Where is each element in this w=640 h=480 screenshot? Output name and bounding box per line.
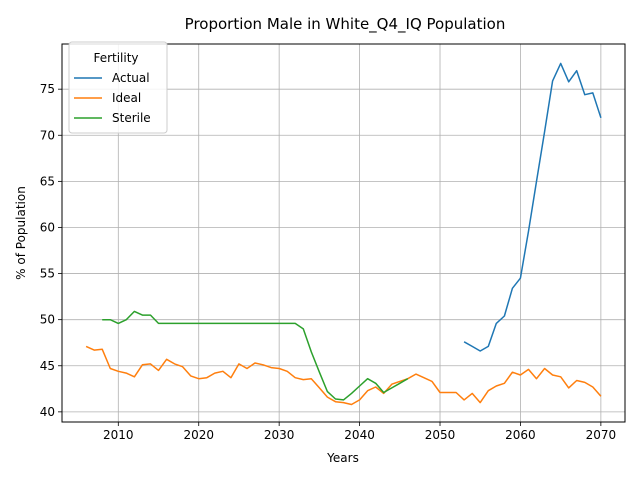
series-line-actual (463, 62, 602, 352)
y-tick-label: 70 (40, 128, 55, 142)
legend-title: Fertility (93, 51, 138, 65)
y-tick-label: 60 (40, 220, 55, 234)
legend: Fertility Actual Ideal Sterile (68, 41, 168, 134)
legend-label-ideal: Ideal (112, 91, 141, 105)
x-tick-label: 2060 (505, 428, 536, 442)
plot-frame (61, 43, 626, 423)
series-line-ideal (85, 345, 602, 406)
x-tick-label: 2050 (425, 428, 456, 442)
legend-box (68, 41, 168, 134)
x-tick-label: 2040 (344, 428, 375, 442)
series-line-sterile (102, 310, 409, 401)
x-axis-label: Years (326, 451, 359, 465)
legend-label-sterile: Sterile (112, 111, 151, 125)
legend-items: Actual Ideal Sterile (74, 71, 151, 125)
y-tick-label: 55 (40, 267, 55, 281)
y-tick-label: 50 (40, 313, 55, 327)
x-tick-label: 2070 (586, 428, 617, 442)
x-tick-label: 2030 (264, 428, 295, 442)
plot-series (85, 62, 602, 406)
y-tick-label: 65 (40, 174, 55, 188)
legend-label-actual: Actual (112, 71, 150, 85)
y-tick-label: 75 (40, 82, 55, 96)
y-tick-label: 40 (40, 405, 55, 419)
y-axis-label: % of Population (14, 186, 28, 280)
x-tick-label: 2010 (103, 428, 134, 442)
chart-title: Proportion Male in White_Q4_IQ Populatio… (185, 15, 506, 34)
x-tick-label: 2020 (183, 428, 214, 442)
grid-lines (62, 44, 625, 422)
y-tick-label: 45 (40, 359, 55, 373)
axis-ticks: 2010 2020 2030 2040 2050 2060 2070 40 45 50 55 60 65… (40, 82, 616, 442)
